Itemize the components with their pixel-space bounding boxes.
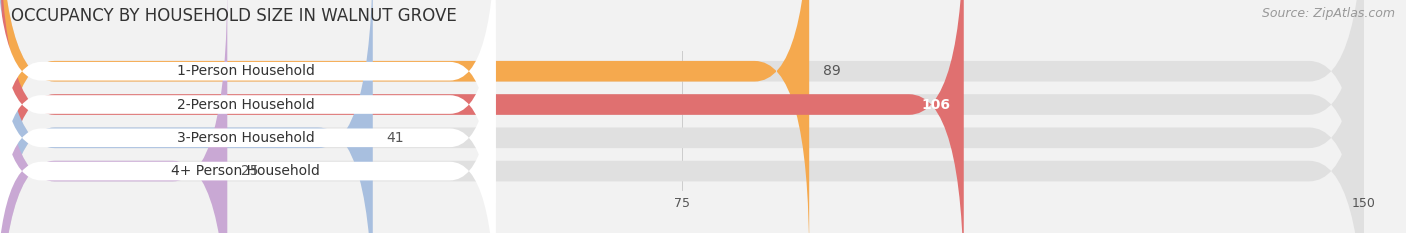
Text: 1-Person Household: 1-Person Household	[177, 64, 315, 78]
FancyBboxPatch shape	[0, 14, 495, 233]
Text: 41: 41	[387, 131, 404, 145]
FancyBboxPatch shape	[0, 0, 1364, 233]
Text: 25: 25	[240, 164, 259, 178]
FancyBboxPatch shape	[0, 0, 810, 233]
Text: 106: 106	[921, 98, 950, 112]
Text: OCCUPANCY BY HOUSEHOLD SIZE IN WALNUT GROVE: OCCUPANCY BY HOUSEHOLD SIZE IN WALNUT GR…	[11, 7, 457, 25]
Text: Source: ZipAtlas.com: Source: ZipAtlas.com	[1261, 7, 1395, 20]
FancyBboxPatch shape	[0, 0, 495, 228]
Text: 3-Person Household: 3-Person Household	[177, 131, 315, 145]
FancyBboxPatch shape	[0, 0, 1364, 233]
FancyBboxPatch shape	[0, 0, 228, 233]
FancyBboxPatch shape	[0, 0, 373, 233]
FancyBboxPatch shape	[0, 0, 1364, 233]
FancyBboxPatch shape	[0, 0, 495, 233]
Text: 4+ Person Household: 4+ Person Household	[172, 164, 321, 178]
FancyBboxPatch shape	[0, 0, 1364, 233]
FancyBboxPatch shape	[0, 0, 963, 233]
Text: 2-Person Household: 2-Person Household	[177, 98, 315, 112]
Text: 89: 89	[823, 64, 841, 78]
FancyBboxPatch shape	[0, 0, 495, 233]
